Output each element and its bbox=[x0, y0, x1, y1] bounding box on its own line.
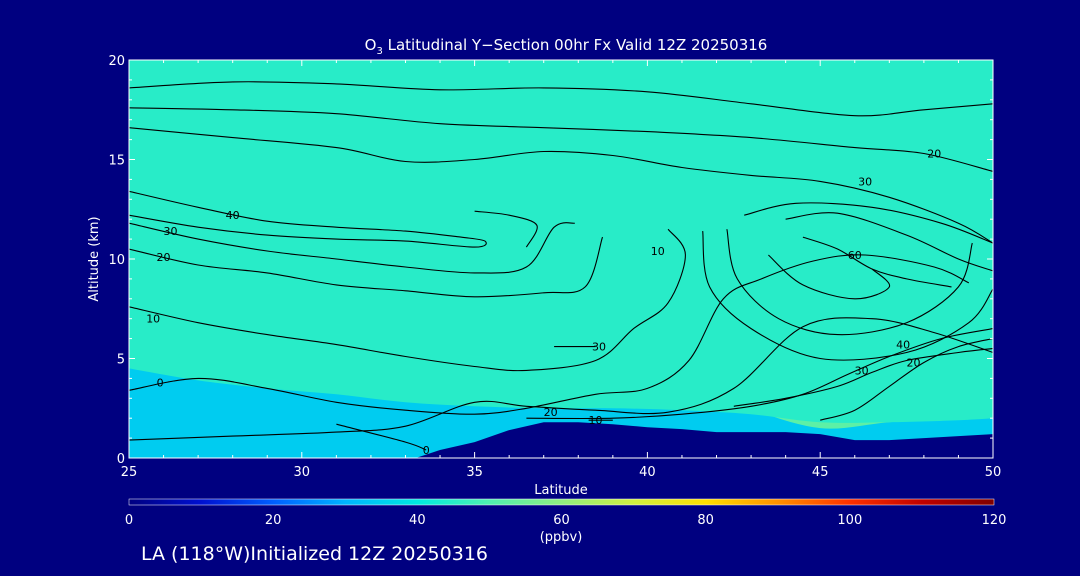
axes: 25 30 35 40 45 50 0 5 10 15 20 bbox=[108, 54, 1001, 480]
contour-label-15: 60 bbox=[848, 249, 862, 262]
contour-label-13: 10 bbox=[589, 414, 603, 427]
x-tick-label-30: 30 bbox=[294, 465, 311, 480]
terrain-mask bbox=[415, 422, 993, 458]
contour-line-10 bbox=[733, 348, 993, 407]
y-axis-label: Altitude (km) bbox=[87, 216, 102, 301]
colorbar-tick-label-0: 0 bbox=[125, 513, 133, 528]
contour-label-1: 20 bbox=[927, 148, 941, 161]
contour-label-0: 10 bbox=[651, 245, 665, 258]
contour-label-7: 0 bbox=[157, 376, 164, 389]
contour-label-3: 40 bbox=[226, 209, 240, 222]
title-rest: Latitudinal Y−Section 00hr Fx Valid 12Z … bbox=[383, 36, 768, 54]
x-tick-label-50: 50 bbox=[985, 465, 1002, 480]
y-tick-label-20: 20 bbox=[108, 54, 125, 69]
contour-label-14: 0 bbox=[423, 444, 430, 457]
x-tick-label-45: 45 bbox=[812, 465, 829, 480]
colorbar-tick-label-40: 40 bbox=[409, 513, 426, 528]
x-tick-label-25: 25 bbox=[121, 465, 138, 480]
contour-line-19 bbox=[785, 212, 993, 272]
contour-line-4 bbox=[129, 222, 575, 274]
contour-line-20 bbox=[744, 202, 993, 244]
colorbar bbox=[128, 498, 995, 506]
plot-area: 10 20 30 40 30 20 10 0 20 40 30 20 30 10 0 60 bbox=[129, 60, 993, 458]
contour-label-11: 20 bbox=[907, 356, 921, 369]
x-tick-label-40: 40 bbox=[639, 465, 656, 480]
y-tick-label-10: 10 bbox=[108, 253, 125, 268]
y-tick-label-15: 15 bbox=[108, 154, 125, 169]
contour-line-0 bbox=[129, 81, 993, 117]
colorbar-tick-label-80: 80 bbox=[697, 513, 714, 528]
contour-label-10: 30 bbox=[855, 364, 869, 377]
colorbar-ticks: 0 20 40 60 80 100 120 bbox=[125, 513, 1007, 528]
contour-label-9: 40 bbox=[896, 339, 910, 352]
contour-label-5: 20 bbox=[157, 251, 171, 264]
contour-line-2 bbox=[129, 127, 993, 244]
x-tick-label-35: 35 bbox=[466, 465, 483, 480]
contour-line-16 bbox=[768, 254, 891, 300]
contour-line-21 bbox=[474, 210, 538, 248]
ozone-contours bbox=[129, 81, 993, 451]
contour-line-6 bbox=[129, 228, 686, 372]
contour-label-8: 20 bbox=[544, 406, 558, 419]
contour-line-8 bbox=[129, 317, 993, 441]
contour-line-18 bbox=[702, 231, 993, 361]
contour-label-12: 30 bbox=[592, 341, 606, 354]
colorbar-tick-label-100: 100 bbox=[837, 513, 862, 528]
contour-label-2: 30 bbox=[858, 175, 872, 188]
title-main: O bbox=[365, 36, 377, 54]
footer-caption: LA (118°W)Initialized 12Z 20250316 bbox=[141, 543, 488, 565]
contour-line-17 bbox=[726, 229, 973, 336]
colorbar-tick-label-60: 60 bbox=[553, 513, 570, 528]
contour-line-7 bbox=[129, 254, 970, 415]
contour-line-14 bbox=[336, 423, 427, 451]
y-tick-label-5: 5 bbox=[117, 353, 125, 368]
colorbar-tick-label-120: 120 bbox=[982, 513, 1007, 528]
y-tick-label-0: 0 bbox=[117, 452, 125, 467]
contour-labels: 10 20 30 40 30 20 10 0 20 40 30 20 30 10 0 60 bbox=[146, 148, 941, 458]
field-band-7 bbox=[129, 60, 993, 423]
colorbar-unit: (ppbv) bbox=[540, 530, 583, 545]
contour-label-6: 10 bbox=[146, 313, 160, 326]
chart-title: O3 Latitudinal Y−Section 00hr Fx Valid 1… bbox=[365, 36, 768, 57]
contour-line-3 bbox=[129, 190, 487, 248]
x-axis-label: Latitude bbox=[534, 483, 588, 498]
contour-line-11 bbox=[820, 338, 993, 421]
title-subscript: 3 bbox=[376, 46, 382, 57]
contour-label-4: 30 bbox=[163, 225, 177, 238]
colorbar-tick-label-20: 20 bbox=[265, 513, 282, 528]
ozone-field bbox=[129, 60, 993, 429]
contour-line-5 bbox=[129, 236, 604, 298]
contour-line-1 bbox=[129, 107, 993, 172]
